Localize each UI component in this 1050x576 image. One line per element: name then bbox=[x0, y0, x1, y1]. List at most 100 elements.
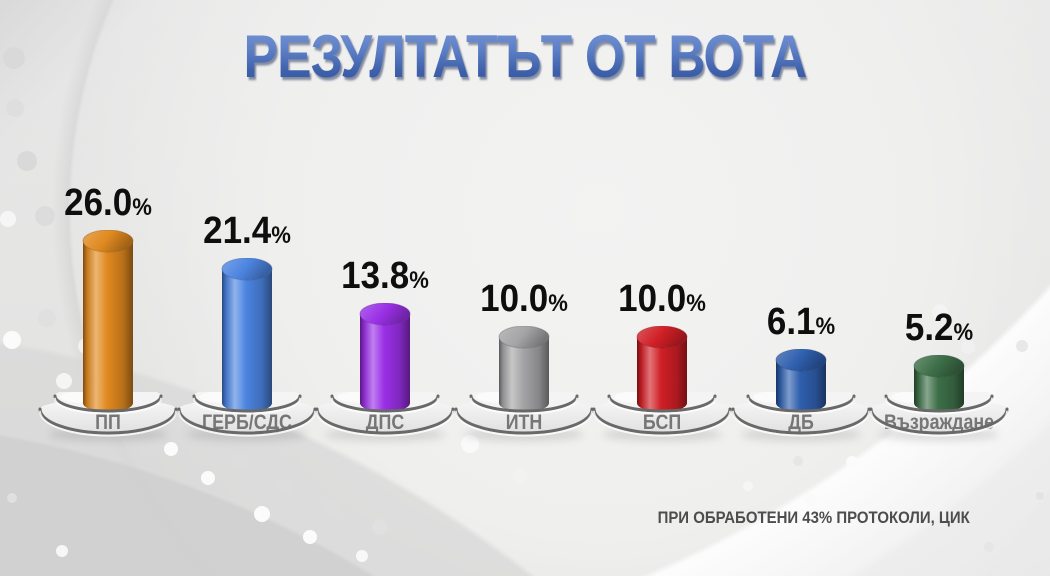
bar-value-number: 21.4 bbox=[202, 210, 271, 252]
pedestal-upper-rim bbox=[746, 394, 855, 413]
bar-group-Възраждане: 5.2% Възраждане bbox=[869, 0, 1009, 576]
pedestal-upper-rim bbox=[607, 394, 717, 413]
background-dot bbox=[372, 519, 388, 535]
background-dot bbox=[277, 479, 293, 495]
pedestal-upper-rim bbox=[53, 394, 163, 413]
background-dot bbox=[232, 454, 248, 470]
background-dot bbox=[932, 304, 948, 320]
bar-value-number: 13.8 bbox=[341, 255, 410, 297]
background-dot bbox=[805, 494, 817, 506]
cylinder-body bbox=[221, 269, 272, 412]
bar-value-label: 10.0% bbox=[459, 279, 588, 327]
bar-cylinder-БСП bbox=[636, 326, 688, 412]
pedestal-upper-rim-highlight bbox=[331, 397, 439, 415]
cylinder-body bbox=[360, 314, 410, 412]
bar-value-number: 26.0 bbox=[64, 182, 133, 224]
pedestal-lower-rim-highlight bbox=[39, 410, 177, 437]
bar-value-percent-sign: % bbox=[270, 222, 291, 249]
pedestal-upper-rim-highlight bbox=[608, 397, 716, 415]
pedestal-upper-rim-highlight bbox=[885, 397, 993, 415]
pedestal-lower-rim-highlight bbox=[316, 410, 454, 437]
background-dot bbox=[17, 151, 37, 171]
background-dot bbox=[1016, 340, 1028, 352]
pedestal-lower-rim bbox=[38, 407, 178, 435]
pedestal-upper-rim bbox=[884, 394, 994, 413]
bar-category-label: БСП bbox=[643, 411, 681, 435]
bar-cylinder-ПП bbox=[82, 230, 134, 412]
bar-value-label: 21.4% bbox=[182, 211, 311, 259]
pedestal-rims bbox=[592, 394, 732, 437]
cylinder-top-face bbox=[775, 349, 826, 372]
background-dot bbox=[3, 47, 25, 69]
bar-cylinder-ГЕРБ/СДС bbox=[221, 258, 272, 412]
pedestal-upper-rim-highlight bbox=[746, 397, 855, 415]
cylinder-body bbox=[914, 366, 964, 412]
background-dot bbox=[513, 469, 527, 483]
cylinder-body bbox=[637, 337, 687, 412]
bar-cylinder-ДПС bbox=[359, 303, 411, 412]
pedestal-rims bbox=[454, 394, 593, 437]
bar-category-label: ДПС bbox=[366, 411, 404, 435]
background-dot bbox=[3, 331, 21, 349]
pedestal-rims bbox=[38, 394, 178, 437]
bar-group-БСП: 10.0% БСП bbox=[592, 0, 732, 576]
cylinder-top-face bbox=[498, 326, 549, 349]
bar-category-label: ПП bbox=[95, 411, 121, 435]
pedestal-rims bbox=[315, 394, 455, 437]
bar-cylinder-Възраждане bbox=[913, 355, 965, 412]
background-dot bbox=[846, 456, 858, 468]
background-dot bbox=[0, 211, 16, 227]
background-dot bbox=[164, 442, 178, 456]
cylinder-body bbox=[775, 360, 826, 412]
bar-category-label: Възраждане bbox=[884, 411, 994, 435]
pedestal-lower-rim bbox=[454, 407, 593, 435]
chart-title: РЕЗУЛТАТЪТ ОТ ВОТА bbox=[74, 24, 977, 90]
background-dot bbox=[56, 545, 68, 557]
background-dot bbox=[743, 481, 753, 491]
pedestal-upper-rim bbox=[192, 394, 301, 413]
bar-value-percent-sign: % bbox=[814, 313, 835, 340]
background-dot bbox=[303, 530, 317, 544]
pedestal-upper-rim-highlight bbox=[54, 397, 162, 415]
background-dot bbox=[7, 493, 17, 503]
pedestal-upper-rim-highlight bbox=[192, 397, 301, 415]
bar-group-ИТН: 10.0% ИТН bbox=[454, 0, 594, 576]
footnote: ПРИ ОБРАБОТЕНИ 43% ПРОТОКОЛИ, ЦИК bbox=[657, 508, 970, 527]
background-dot bbox=[6, 99, 24, 117]
bar-category-label: ГЕРБ/СДС bbox=[202, 411, 292, 435]
pedestal-lower-rim bbox=[177, 407, 316, 435]
bar-value-label: 5.2% bbox=[875, 308, 1004, 356]
pedestal-upper-rim bbox=[469, 394, 578, 413]
background-dot bbox=[35, 206, 55, 226]
bar-group-ДБ: 6.1% ДБ bbox=[731, 0, 871, 576]
bar-value-number: 10.0 bbox=[618, 278, 687, 320]
bar-value-number: 5.2 bbox=[904, 307, 954, 349]
cylinder-top-face bbox=[82, 230, 134, 253]
background-dot bbox=[201, 471, 215, 485]
bar-cylinder-ДБ bbox=[775, 349, 826, 412]
pedestal-rims bbox=[869, 394, 1009, 437]
pedestal-rims bbox=[731, 394, 870, 437]
background-dot bbox=[461, 435, 479, 453]
pedestal-lower-rim bbox=[869, 407, 1009, 435]
background-dot bbox=[56, 373, 72, 389]
bar-value-label: 6.1% bbox=[736, 302, 865, 350]
background-dot bbox=[254, 506, 270, 522]
bar-group-ПП: 26.0% ПП bbox=[38, 0, 178, 576]
background-dot bbox=[1036, 492, 1044, 500]
pedestal-lower-rim-highlight bbox=[870, 410, 1008, 437]
bar-group-ГЕРБ/СДС: 21.4% ГЕРБ/СДС bbox=[177, 0, 317, 576]
pedestal-lower-rim bbox=[731, 407, 870, 435]
bar-category-label: ДБ bbox=[788, 411, 814, 435]
pedestal-lower-rim-highlight bbox=[454, 410, 593, 437]
bar-value-label: 26.0% bbox=[44, 183, 173, 231]
bar-group-ДПС: 13.8% ДПС bbox=[315, 0, 455, 576]
cylinder-body bbox=[498, 337, 549, 412]
cylinder-top-face bbox=[359, 303, 411, 326]
bar-value-percent-sign: % bbox=[686, 290, 706, 317]
pedestal-lower-rim-highlight bbox=[731, 410, 870, 437]
bar-category-label: ИТН bbox=[505, 411, 542, 435]
background-dot bbox=[323, 499, 341, 517]
bar-cylinder-ИТН bbox=[498, 326, 549, 412]
